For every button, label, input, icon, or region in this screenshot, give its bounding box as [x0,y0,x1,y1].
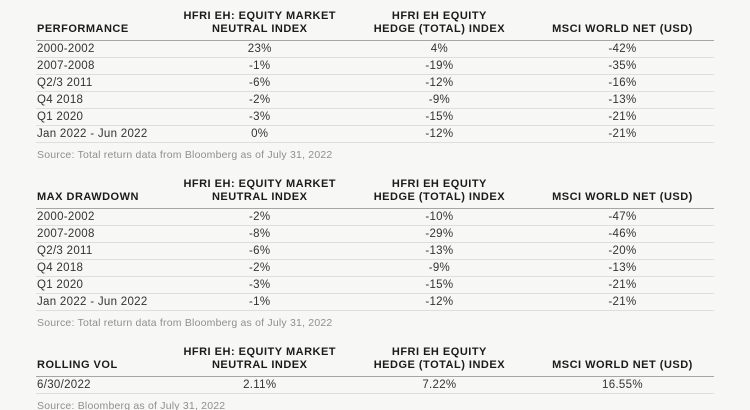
table-title: ROLLING VOL [37,358,118,371]
table-row: Jan 2022 - Jun 2022 0% -12% -21% [36,126,714,143]
cell-value: -21% [608,279,637,291]
cell-value: -13% [608,94,637,106]
cell-value: 16.55% [602,379,643,391]
source-note: Source: Total return data from Bloomberg… [37,149,333,161]
column-header: HFRI EH: EQUITY MARKET NEUTRAL INDEX [183,10,337,35]
row-label: Q2/3 2011 [37,77,93,89]
table-row: Q2/3 2011 -6% -13% -20% [36,243,714,260]
cell-value: -16% [608,77,637,89]
column-header: HFRI EH: EQUITY MARKET NEUTRAL INDEX [183,178,337,203]
row-label: Q1 2020 [37,279,84,291]
max-drawdown-table-section: MAX DRAWDOWN HFRI EH: EQUITY MARKET NEUT… [36,176,714,329]
cell-value: -13% [425,245,454,257]
row-label: Q1 2020 [37,111,84,123]
table-row: 6/30/2022 2.11% 7.22% 16.55% [36,377,714,394]
header-row: ROLLING VOL HFRI EH: EQUITY MARKET NEUTR… [36,344,714,377]
table-row: Q2/3 2011 -6% -12% -16% [36,75,714,92]
column-header: HFRI EH EQUITY HEDGE (TOTAL) INDEX [373,10,506,35]
row-label: 6/30/2022 [37,379,91,391]
cell-value: -2% [249,211,271,223]
rolling-vol-table-section: ROLLING VOL HFRI EH: EQUITY MARKET NEUTR… [36,344,714,410]
max-drawdown-table: MAX DRAWDOWN HFRI EH: EQUITY MARKET NEUT… [36,176,714,311]
table-row: 2000-2002 -2% -10% -47% [36,209,714,226]
cell-value: -12% [425,296,454,308]
cell-value: -35% [608,60,637,72]
column-header: MSCI WORLD NET (USD) [552,358,693,371]
performance-table: PERFORMANCE HFRI EH: EQUITY MARKET NEUTR… [36,8,714,143]
table-row: Q1 2020 -3% -15% -21% [36,277,714,294]
cell-value: -1% [249,296,271,308]
column-header: HFRI EH EQUITY HEDGE (TOTAL) INDEX [373,346,506,371]
table-row: Q1 2020 -3% -15% -21% [36,109,714,126]
cell-value: -2% [249,94,271,106]
cell-value: -13% [608,262,637,274]
cell-value: -47% [608,211,637,223]
row-label: Q2/3 2011 [37,245,93,257]
header-row: PERFORMANCE HFRI EH: EQUITY MARKET NEUTR… [36,8,714,41]
cell-value: -6% [249,245,271,257]
table-row: Jan 2022 - Jun 2022 -1% -12% -21% [36,294,714,311]
column-header: MSCI WORLD NET (USD) [552,22,693,35]
cell-value: -9% [428,94,451,106]
cell-value: -2% [249,262,271,274]
table-row: 2000-2002 23% 4% -42% [36,41,714,58]
cell-value: -15% [425,111,454,123]
cell-value: -12% [425,77,454,89]
cell-value: -29% [425,228,454,240]
row-label: Q4 2018 [37,94,84,106]
column-header: MSCI WORLD NET (USD) [552,190,693,203]
table-title: PERFORMANCE [37,22,129,35]
row-label: 2000-2002 [37,43,95,55]
table-title: MAX DRAWDOWN [37,190,139,203]
cell-value: -1% [249,60,271,72]
table-row: Q4 2018 -2% -9% -13% [36,92,714,109]
cell-value: -12% [425,128,454,140]
source-note: Source: Bloomberg as of July 31, 2022 [37,400,226,410]
column-header: HFRI EH EQUITY HEDGE (TOTAL) INDEX [373,178,506,203]
cell-value: 4% [430,43,448,55]
cell-value: 0% [251,128,269,140]
cell-value: -21% [608,296,637,308]
row-label: Q4 2018 [37,262,84,274]
cell-value: 2.11% [243,379,277,391]
cell-value: -42% [608,43,637,55]
row-label: Jan 2022 - Jun 2022 [37,128,148,140]
row-label: 2007-2008 [37,228,95,240]
row-label: Jan 2022 - Jun 2022 [37,296,148,308]
table-row: 2007-2008 -1% -19% -35% [36,58,714,75]
cell-value: -3% [249,279,271,291]
cell-value: 23% [247,43,272,55]
row-label: 2000-2002 [37,211,95,223]
header-row: MAX DRAWDOWN HFRI EH: EQUITY MARKET NEUT… [36,176,714,209]
column-header: HFRI EH: EQUITY MARKET NEUTRAL INDEX [183,346,337,371]
cell-value: -10% [425,211,454,223]
table-row: 2007-2008 -8% -29% -46% [36,226,714,243]
cell-value: -9% [428,262,451,274]
source-note: Source: Total return data from Bloomberg… [37,317,333,329]
cell-value: -20% [608,245,637,257]
cell-value: -21% [608,111,637,123]
cell-value: -19% [425,60,454,72]
cell-value: 7.22% [422,379,457,391]
table-row: Q4 2018 -2% -9% -13% [36,260,714,277]
performance-table-section: PERFORMANCE HFRI EH: EQUITY MARKET NEUTR… [36,8,714,161]
cell-value: -3% [249,111,271,123]
cell-value: -15% [425,279,454,291]
cell-value: -46% [608,228,637,240]
cell-value: -8% [249,228,271,240]
rolling-vol-table: ROLLING VOL HFRI EH: EQUITY MARKET NEUTR… [36,344,714,394]
cell-value: -6% [249,77,271,89]
cell-value: -21% [608,128,637,140]
row-label: 2007-2008 [37,60,95,72]
